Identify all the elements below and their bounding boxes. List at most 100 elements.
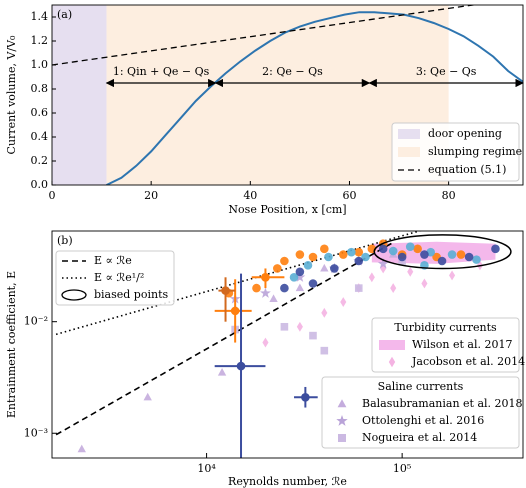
legend-box bbox=[391, 122, 520, 182]
legend-box bbox=[371, 317, 520, 373]
point bbox=[295, 250, 305, 259]
point bbox=[236, 361, 246, 371]
x-tick-label: 20 bbox=[144, 189, 158, 202]
annotation: 3: Qe − Qs bbox=[416, 65, 477, 78]
legend-label: biased points bbox=[94, 288, 168, 301]
point bbox=[308, 252, 318, 262]
point bbox=[420, 250, 429, 259]
point bbox=[405, 242, 415, 252]
point bbox=[449, 270, 456, 281]
legend-label: equation (5.1) bbox=[428, 163, 506, 176]
legend-label: Balasubramanian et al. 2018 bbox=[362, 397, 523, 410]
annotation: 1: Qin + Qe − Qs bbox=[113, 65, 210, 78]
annotation: 2: Qe − Qs bbox=[262, 65, 323, 78]
y-axis-label: Current volume, V/V₀ bbox=[5, 35, 18, 154]
point bbox=[464, 252, 474, 262]
point bbox=[269, 294, 278, 302]
x-axis-label: Reynolds number, ℛe bbox=[228, 475, 347, 488]
line bbox=[55, 231, 423, 336]
point bbox=[289, 272, 299, 282]
y-tick-label: 0.6 bbox=[31, 106, 49, 119]
x-tick-label: 80 bbox=[442, 189, 456, 202]
point bbox=[320, 346, 329, 355]
legend-marker bbox=[338, 434, 346, 442]
y-tick-label: 1.4 bbox=[31, 10, 49, 23]
legend-title: Saline currents bbox=[378, 380, 464, 393]
point bbox=[421, 278, 428, 289]
point bbox=[309, 331, 317, 340]
point bbox=[347, 247, 356, 257]
point bbox=[294, 271, 306, 282]
x-tick-label: 0 bbox=[49, 189, 56, 202]
point bbox=[260, 287, 271, 298]
point bbox=[378, 244, 388, 254]
point bbox=[413, 244, 422, 254]
point bbox=[320, 263, 329, 272]
point bbox=[390, 283, 397, 294]
point bbox=[338, 250, 348, 259]
axes-frame bbox=[51, 4, 524, 186]
point bbox=[354, 284, 363, 292]
point bbox=[320, 244, 329, 254]
point bbox=[321, 307, 328, 318]
legend-label: E ∝ ℛe bbox=[94, 254, 132, 267]
x-tick-label: 60 bbox=[342, 189, 356, 202]
point bbox=[377, 258, 389, 269]
point bbox=[280, 256, 289, 266]
y-tick-label: 1.2 bbox=[31, 34, 49, 47]
point bbox=[280, 283, 289, 293]
axes-frame bbox=[51, 230, 524, 459]
point bbox=[456, 250, 466, 259]
point bbox=[295, 283, 305, 292]
point bbox=[295, 267, 305, 277]
point bbox=[407, 266, 414, 277]
point bbox=[324, 252, 333, 262]
legend-label: slumping regime bbox=[428, 145, 522, 158]
legend-box bbox=[55, 250, 175, 306]
point bbox=[354, 256, 364, 266]
legend-label: door opening bbox=[428, 127, 502, 140]
panel-label: (a) bbox=[57, 8, 72, 21]
x-tick-label: 40 bbox=[243, 189, 257, 202]
point bbox=[77, 444, 86, 453]
point bbox=[361, 252, 370, 262]
point bbox=[273, 264, 282, 273]
line bbox=[106, 11, 523, 185]
legend-label: Jacobson et al. 2014 bbox=[411, 355, 525, 368]
legend-ellipse bbox=[61, 289, 87, 301]
point bbox=[280, 322, 289, 331]
ellipse-annotation bbox=[373, 234, 512, 270]
point bbox=[491, 244, 500, 254]
legend-swatch bbox=[379, 340, 405, 350]
point bbox=[330, 264, 339, 273]
point bbox=[388, 246, 398, 256]
x-tick-label: 10⁵ bbox=[393, 462, 411, 475]
point bbox=[447, 250, 457, 259]
y-tick-label: 0.2 bbox=[31, 154, 49, 167]
y-tick-label: 10⁻² bbox=[24, 315, 48, 328]
y-axis-label: Entrainment coefficient, E bbox=[5, 271, 18, 418]
point bbox=[354, 247, 364, 257]
point bbox=[221, 286, 230, 295]
point bbox=[472, 255, 481, 264]
point bbox=[397, 252, 407, 262]
y-tick-label: 0.0 bbox=[31, 178, 49, 191]
legend-label: Ottolenghi et al. 2016 bbox=[362, 414, 484, 427]
legend-marker bbox=[336, 415, 348, 426]
point bbox=[262, 337, 269, 348]
panel-label: (b) bbox=[57, 234, 73, 247]
legend-label: Wilson et al. 2017 bbox=[412, 338, 513, 351]
x-tick-label: 10⁴ bbox=[197, 462, 216, 475]
point bbox=[301, 393, 310, 402]
point bbox=[252, 283, 261, 293]
point bbox=[217, 367, 227, 376]
point bbox=[308, 279, 318, 288]
line bbox=[55, 241, 394, 436]
span bbox=[52, 5, 107, 185]
y-tick-label: 0.4 bbox=[31, 130, 49, 143]
x-axis-label: Nose Position, x [cm] bbox=[228, 203, 346, 216]
y-tick-label: 1.0 bbox=[31, 58, 49, 71]
point bbox=[303, 261, 313, 270]
legend-title: Turbidity currents bbox=[394, 321, 497, 334]
legend-swatch bbox=[398, 147, 420, 157]
